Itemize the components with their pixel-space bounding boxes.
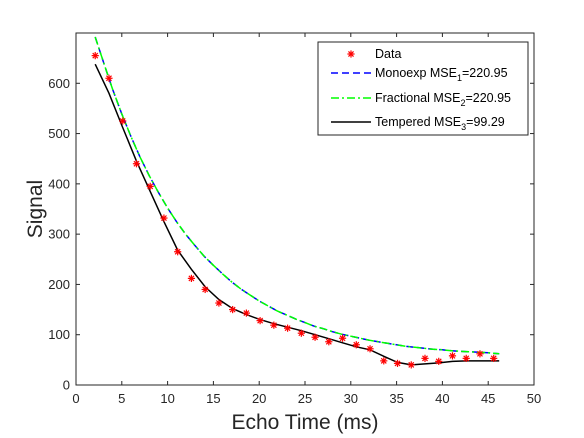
x-tick-label: 35 — [389, 391, 403, 406]
x-tick-label: 50 — [527, 391, 541, 406]
legend-label-tempered: Tempered MSE3=99.29 — [375, 115, 505, 132]
series-line-fractional — [94, 36, 500, 355]
data-point — [256, 317, 264, 325]
data-point — [338, 334, 347, 342]
y-tick-label: 600 — [48, 76, 70, 91]
data-point — [283, 324, 292, 332]
data-point — [366, 345, 374, 353]
y-tick-label: 300 — [48, 227, 70, 242]
x-tick-label: 40 — [435, 391, 449, 406]
y-tick-label: 0 — [63, 378, 70, 393]
y-axis-title: Signal — [24, 180, 47, 238]
data-point — [380, 357, 388, 365]
data-points — [91, 52, 498, 369]
data-point — [119, 117, 127, 125]
data-point — [105, 74, 113, 82]
legend-data-marker — [347, 50, 355, 58]
x-tick-label: 20 — [252, 391, 266, 406]
x-axis-ticks: 0 5 10 15 20 25 30 35 40 45 50 — [72, 33, 541, 406]
data-point — [435, 357, 443, 365]
y-tick-label: 200 — [48, 277, 70, 292]
legend-box — [317, 41, 529, 136]
data-point — [160, 214, 168, 222]
data-point — [325, 338, 333, 346]
legend-label-fractional: Fractional MSE2=220.95 — [375, 91, 511, 108]
y-tick-label: 100 — [48, 327, 70, 342]
data-point — [201, 285, 209, 294]
legend-asterisk-icon — [347, 50, 355, 58]
data-point — [242, 309, 250, 317]
legend-label-data: Data — [375, 47, 401, 61]
data-point — [215, 299, 223, 307]
data-point — [462, 354, 470, 362]
data-point — [352, 341, 360, 349]
x-tick-label: 30 — [344, 391, 358, 406]
x-tick-label: 10 — [160, 391, 174, 406]
y-axis-ticks: 0 100 200 300 400 500 600 — [48, 76, 534, 393]
legend-label-monoexp: Monoexp MSE1=220.95 — [375, 66, 508, 83]
x-tick-label: 5 — [118, 391, 125, 406]
x-tick-label: 15 — [206, 391, 220, 406]
y-tick-label: 500 — [48, 126, 70, 141]
data-point — [490, 354, 498, 362]
y-tick-label: 400 — [48, 176, 70, 191]
data-point — [297, 329, 305, 337]
x-tick-label: 0 — [72, 391, 79, 406]
data-point — [91, 52, 99, 60]
x-tick-label: 45 — [481, 391, 495, 406]
data-point — [132, 160, 141, 168]
data-point — [421, 354, 429, 362]
x-tick-label: 25 — [298, 391, 312, 406]
data-point — [407, 361, 415, 369]
data-point — [270, 321, 278, 329]
data-point — [476, 350, 484, 358]
legend: Data Monoexp MSE1=220.95 Fractional MSE2… — [317, 41, 529, 136]
data-point — [146, 182, 154, 190]
data-point — [448, 352, 457, 360]
data-point — [311, 333, 319, 341]
data-point — [393, 359, 402, 367]
data-point — [229, 305, 237, 314]
x-axis-title: Echo Time (ms) — [231, 411, 378, 434]
data-point — [174, 248, 182, 256]
data-point — [187, 274, 196, 282]
